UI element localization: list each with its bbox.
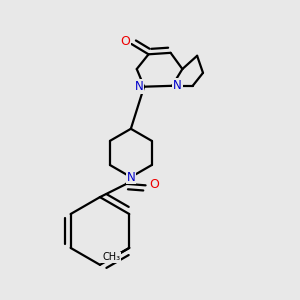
Text: O: O [149, 178, 159, 191]
Text: O: O [121, 34, 130, 48]
Text: N: N [134, 80, 143, 93]
Text: N: N [127, 171, 135, 184]
Text: CH₃: CH₃ [102, 253, 120, 262]
Text: N: N [173, 79, 182, 92]
